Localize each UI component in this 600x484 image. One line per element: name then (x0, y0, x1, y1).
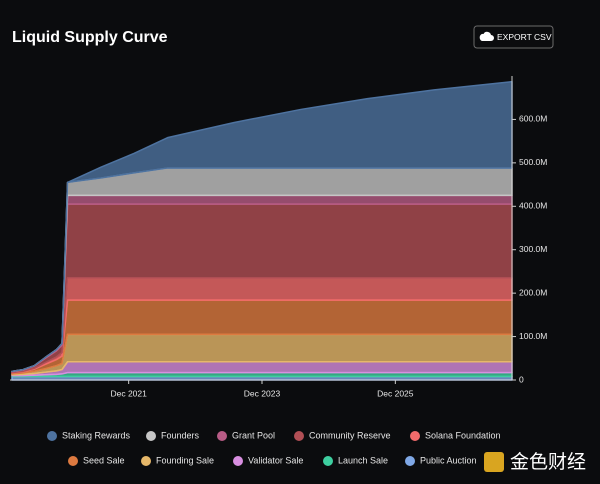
legend-swatch (233, 456, 243, 466)
legend-label: Community Reserve (309, 430, 391, 440)
chart-title: Liquid Supply Curve (12, 29, 168, 46)
watermark-text: 金色财经 (510, 451, 586, 473)
y-tick-label: 200.0M (519, 287, 547, 297)
legend-label: Launch Sale (338, 455, 388, 465)
y-tick-label: 600.0M (519, 114, 547, 124)
legend-swatch (410, 431, 420, 441)
legend-swatch (217, 431, 227, 441)
legend-swatch (141, 456, 151, 466)
y-tick-label: 500.0M (519, 157, 547, 167)
legend-label: Founders (161, 430, 200, 440)
legend-label: Staking Rewards (62, 430, 131, 440)
legend-swatch (47, 431, 57, 441)
legend-swatch (146, 431, 156, 441)
y-tick-label: 100.0M (519, 331, 547, 341)
y-tick-label: 300.0M (519, 244, 547, 254)
y-tick-label: 400.0M (519, 201, 547, 211)
export-button[interactable]: EXPORT CSV (473, 25, 554, 49)
y-tick-label: 0 (519, 374, 524, 384)
button-label[interactable]: EXPORT CSV (497, 32, 552, 42)
legend-label: Seed Sale (83, 455, 125, 465)
legend-swatch (68, 456, 78, 466)
button-frame[interactable] (473, 25, 554, 49)
legend-label: Public Auction (420, 455, 477, 465)
x-tick-label: Dec 2025 (377, 388, 414, 398)
legend-label: Solana Foundation (425, 430, 501, 440)
legend-label: Grant Pool (232, 430, 275, 440)
legend-label: Validator Sale (248, 455, 303, 465)
legend-label: Founding Sale (156, 455, 214, 465)
x-tick-label: Dec 2023 (244, 388, 281, 398)
legend-swatch (294, 431, 304, 441)
watermark-logo (484, 452, 504, 472)
cloud-icon[interactable] (479, 31, 494, 41)
legend-swatch (405, 456, 415, 466)
x-tick-label: Dec 2021 (110, 388, 147, 398)
legend-swatch (323, 456, 333, 466)
watermark: 金色财经 (484, 451, 586, 473)
